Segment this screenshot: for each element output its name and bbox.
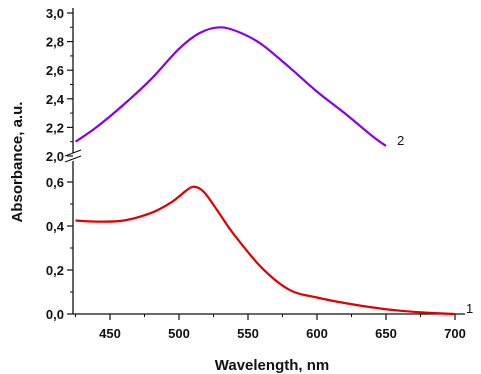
y-tick-label-upper: 2,6 — [46, 63, 64, 78]
y-tick-label-upper: 2,8 — [46, 35, 64, 50]
y-tick-label-upper: 2,0 — [46, 149, 64, 164]
axis-break-mark — [64, 155, 82, 163]
chart-labels: 12 — [397, 133, 473, 316]
y-tick-label-lower: 0,0 — [46, 307, 64, 322]
series-line-2 — [74, 26, 387, 147]
x-tick-label: 600 — [306, 326, 328, 341]
series-line-1 — [75, 185, 456, 316]
y-tick-label-upper: 2,4 — [46, 92, 65, 107]
x-tick-label: 500 — [168, 326, 190, 341]
x-tick-label: 550 — [237, 326, 259, 341]
y-tick-label-upper: 2,2 — [46, 120, 64, 135]
y-tick-label-lower: 0,4 — [46, 219, 65, 234]
series-label-2: 2 — [397, 133, 404, 148]
x-axis-title: Wavelength, nm — [215, 357, 329, 374]
series-label-1: 1 — [466, 301, 473, 316]
x-tick-label: 700 — [444, 326, 466, 341]
chart-ticks: 450 500 550 600 650 700 0,0 0,2 0,4 0,6 2,0 2,2 2,4 2… — [46, 6, 466, 341]
chart-axes — [64, 8, 465, 315]
y-axis-title: Absorbance, a.u. — [9, 102, 26, 223]
x-tick-label: 650 — [375, 326, 397, 341]
y-tick-label-lower: 0,6 — [46, 175, 64, 190]
axis-break-mark — [64, 149, 82, 157]
y-tick-label-lower: 0,2 — [46, 263, 64, 278]
x-tick-label: 450 — [99, 326, 121, 341]
y-tick-label-upper: 3,0 — [46, 6, 64, 21]
chart-curves — [74, 26, 456, 316]
